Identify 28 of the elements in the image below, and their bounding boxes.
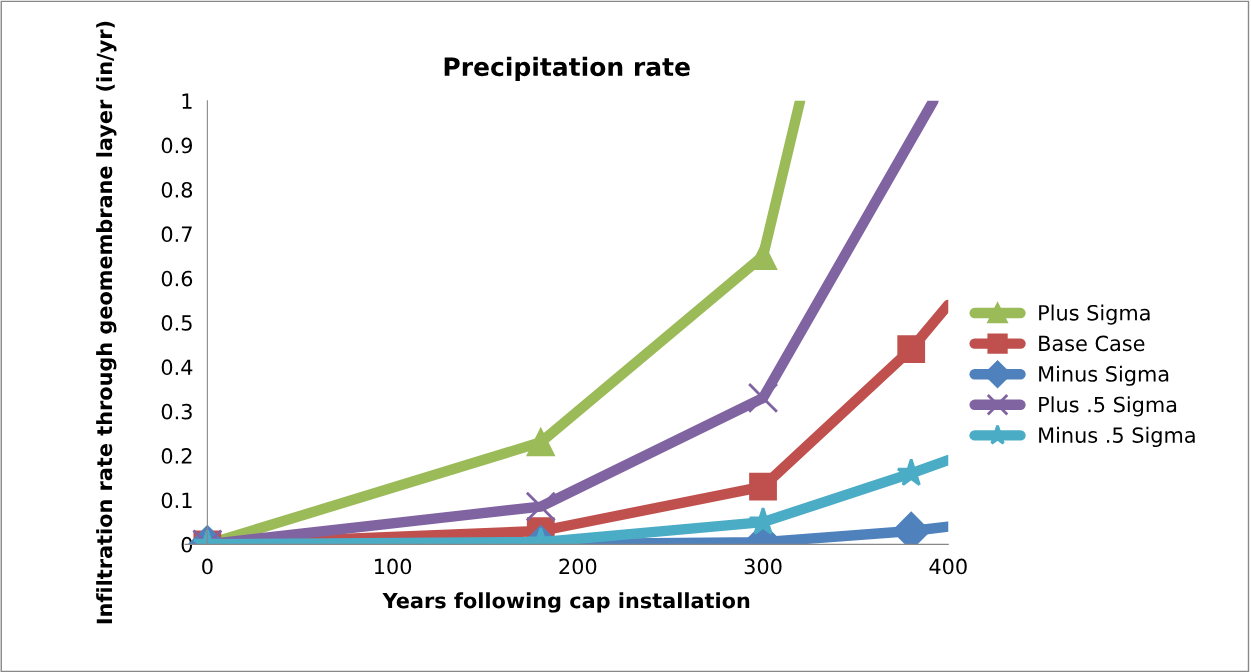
x-tick-label: 300 [744,558,782,575]
y-tick-label: 0.7 [161,226,192,243]
legend-label: Plus .5 Sigma [1039,396,1177,417]
y-tick-label: 0.3 [161,403,192,420]
x-tick-label: 100 [375,558,412,575]
y-tick-label: 0.2 [161,448,192,464]
y-tick-label: 0.4 [161,359,193,376]
x-tick-label: 200 [559,558,597,575]
legend-label: Base Case [1039,335,1145,352]
point [749,472,777,501]
point [747,382,779,414]
y-tick-label: 1 [182,93,192,109]
point [897,335,926,364]
y-tick-label: 0.5 [161,315,192,331]
y-tick-label: 0.8 [161,181,193,198]
x-tick-label: 0 [202,558,213,575]
y-tick-label: 0.1 [161,492,192,509]
point [525,491,557,522]
y-tick-label: 0.9 [161,137,193,154]
chart-title: Precipitation rate [444,56,690,81]
point [526,428,555,457]
legend-label: Plus Sigma [1039,304,1150,325]
y-tick-label: 0.6 [161,270,193,287]
x-axis-title: Years following cap installation [382,592,750,613]
y-axis-title: Infiltration rate through geomembrane layer (in/yr) [96,21,117,624]
x-tick-label: 400 [929,558,967,575]
legend-label: Minus .5 Sigma [1039,426,1195,448]
legend-label: Minus Sigma [1039,365,1169,386]
